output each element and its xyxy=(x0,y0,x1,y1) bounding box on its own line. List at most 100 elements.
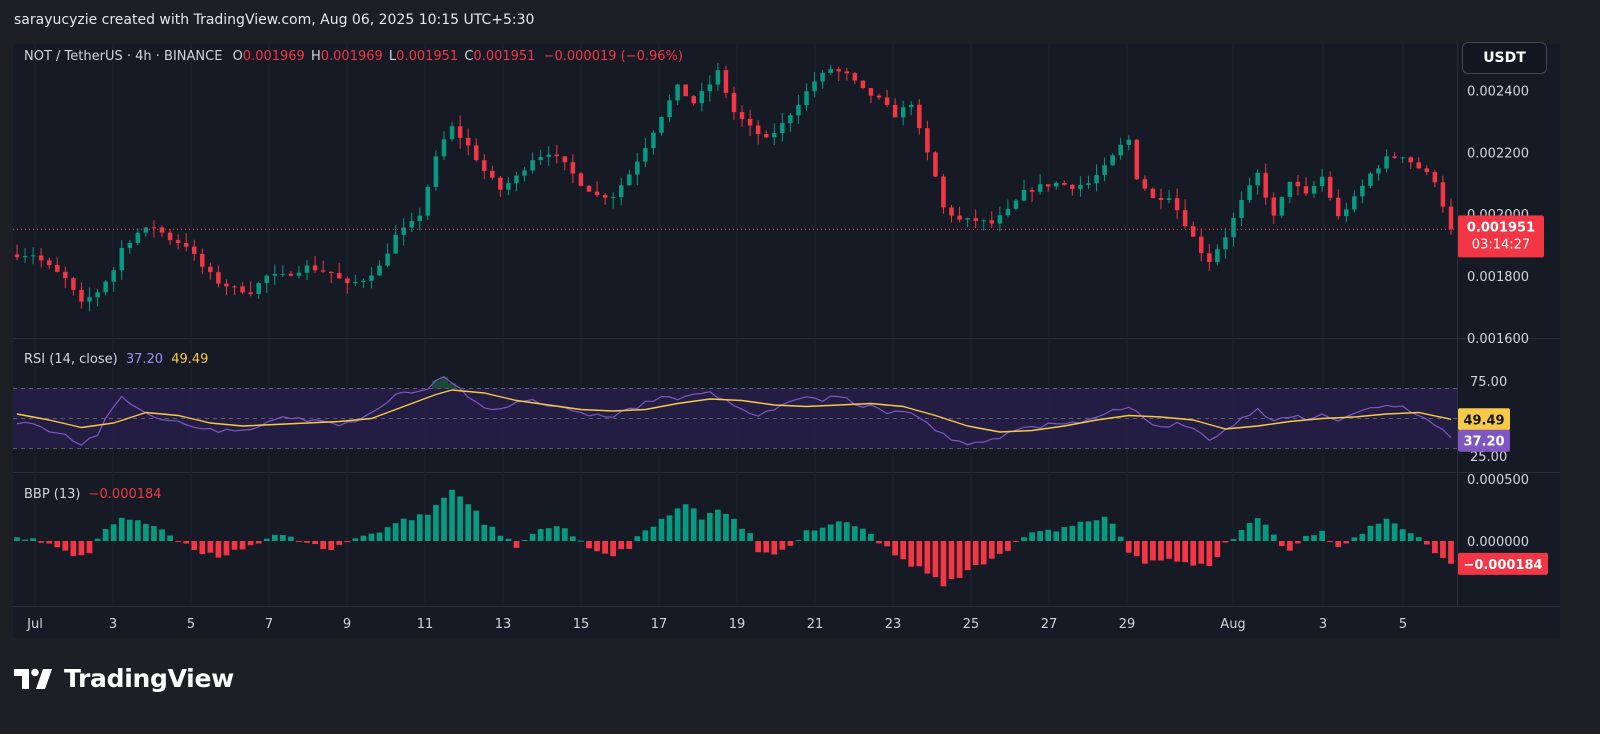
candle-body xyxy=(433,156,439,187)
bbp-bar xyxy=(997,541,1003,554)
bbp-bar xyxy=(916,541,923,567)
candle-body xyxy=(191,246,197,254)
bbp-bar xyxy=(1399,529,1406,541)
candle-body xyxy=(1263,172,1268,198)
candle-body xyxy=(1207,253,1212,263)
bbp-bar xyxy=(932,541,939,578)
open-value: 0.001969 xyxy=(242,49,305,64)
bbp-bar xyxy=(626,541,633,549)
candle-body xyxy=(651,132,656,149)
chart-credit-text: sarayucyzie created with TradingView.com… xyxy=(14,12,535,28)
candle-body xyxy=(1158,197,1164,200)
symbol-legend[interactable]: NOT / TetherUS · 4h · BINANCE O0.001969 … xyxy=(24,49,683,64)
rsi-label[interactable]: RSI (14, close) xyxy=(24,352,118,367)
bbp-bar xyxy=(1423,541,1430,545)
bbp-bar xyxy=(118,517,125,541)
bbp-bar xyxy=(86,541,93,554)
bbp-bar xyxy=(843,522,850,541)
bbp-bar xyxy=(1375,523,1382,541)
bbp-bar xyxy=(271,534,278,541)
candle-body xyxy=(288,273,294,276)
chart-frame[interactable]: 0.0024000.0022000.0020000.0018000.001600… xyxy=(13,44,1560,638)
bbp-bar xyxy=(739,528,745,541)
bbp-bar xyxy=(408,520,415,541)
candle-body xyxy=(804,91,809,106)
bbp-bar xyxy=(505,538,512,541)
symbol-label[interactable]: NOT / TetherUS · 4h · BINANCE xyxy=(24,49,223,64)
bbp-bar xyxy=(634,536,641,541)
bbp-bar xyxy=(1407,533,1414,541)
candle-body xyxy=(667,100,672,118)
candle-body xyxy=(216,272,221,284)
candle-body xyxy=(1335,197,1341,217)
bbp-bar xyxy=(1101,516,1108,541)
bbp-bar xyxy=(529,533,536,541)
candle-body xyxy=(925,128,930,153)
candle-body xyxy=(627,174,632,186)
candle-body xyxy=(900,107,906,118)
candle-body xyxy=(933,152,938,177)
bbp-bar xyxy=(1335,541,1342,547)
tradingview-wordmark: TradingView xyxy=(64,664,234,693)
bbp-bar xyxy=(521,539,528,541)
candle-body xyxy=(538,156,543,161)
bbp-bar xyxy=(1262,524,1269,541)
bbp-bar xyxy=(255,541,262,544)
bbp-bar xyxy=(368,533,375,541)
candle-body xyxy=(1102,165,1107,175)
currency-button[interactable]: USDT xyxy=(1462,42,1547,74)
candle-body xyxy=(586,185,592,192)
candle-body xyxy=(200,253,205,267)
candle-body xyxy=(1352,196,1357,210)
bbp-bar xyxy=(312,541,318,545)
candle-body xyxy=(820,72,825,82)
bbp-bar xyxy=(1077,521,1084,541)
candle-body xyxy=(441,139,447,157)
bbp-bar xyxy=(594,541,600,552)
candle-body xyxy=(610,197,616,199)
tradingview-brand[interactable]: TradingView xyxy=(14,664,234,693)
rsi-line xyxy=(16,376,1452,446)
bbp-bar xyxy=(811,530,818,541)
candle-body xyxy=(908,104,914,108)
candle-body xyxy=(482,160,487,171)
last-price-label: 0.001951 xyxy=(1467,220,1535,235)
candle-body xyxy=(328,271,334,274)
candle-body xyxy=(457,126,463,138)
candle-body xyxy=(691,96,696,104)
candle-body xyxy=(71,278,76,290)
candle-body xyxy=(320,270,326,272)
time-tick-label: Jul xyxy=(26,617,43,632)
candle-body xyxy=(304,265,310,273)
bbp-bar xyxy=(698,519,705,541)
bbp-bar xyxy=(610,541,617,557)
bbp-bar xyxy=(908,541,915,567)
chart-canvas[interactable]: 0.0024000.0022000.0020000.0018000.001600… xyxy=(13,44,1560,638)
candle-body xyxy=(1118,144,1123,156)
bbp-bar xyxy=(159,529,165,541)
bbp-bar xyxy=(642,530,649,541)
bbp-bar xyxy=(110,524,117,541)
bbp-bar xyxy=(1029,532,1035,541)
tradingview-logo-icon xyxy=(14,668,52,689)
candle-body xyxy=(1327,176,1333,198)
bbp-bar xyxy=(38,541,45,543)
time-tick-label: 5 xyxy=(1399,617,1407,632)
bbp-bar xyxy=(602,541,608,554)
bbp-bar xyxy=(126,519,133,541)
bbp-bar xyxy=(1287,541,1293,551)
candle-body xyxy=(1053,182,1059,187)
candle-body xyxy=(1319,176,1325,187)
bbp-bar xyxy=(1013,541,1019,542)
bbp-legend[interactable]: BBP (13) −0.000184 xyxy=(24,487,162,502)
bbp-bar xyxy=(1150,541,1156,561)
candle-body xyxy=(248,292,253,294)
bbp-bar xyxy=(384,527,391,541)
bbp-label[interactable]: BBP (13) xyxy=(24,487,81,502)
candle-body xyxy=(1432,172,1438,183)
rsi-legend[interactable]: RSI (14, close) 37.20 49.49 xyxy=(24,352,208,367)
candle-body xyxy=(353,281,358,284)
rsi-badge xyxy=(1458,429,1510,452)
candle-body xyxy=(707,84,713,92)
bbp-bar xyxy=(143,523,149,541)
